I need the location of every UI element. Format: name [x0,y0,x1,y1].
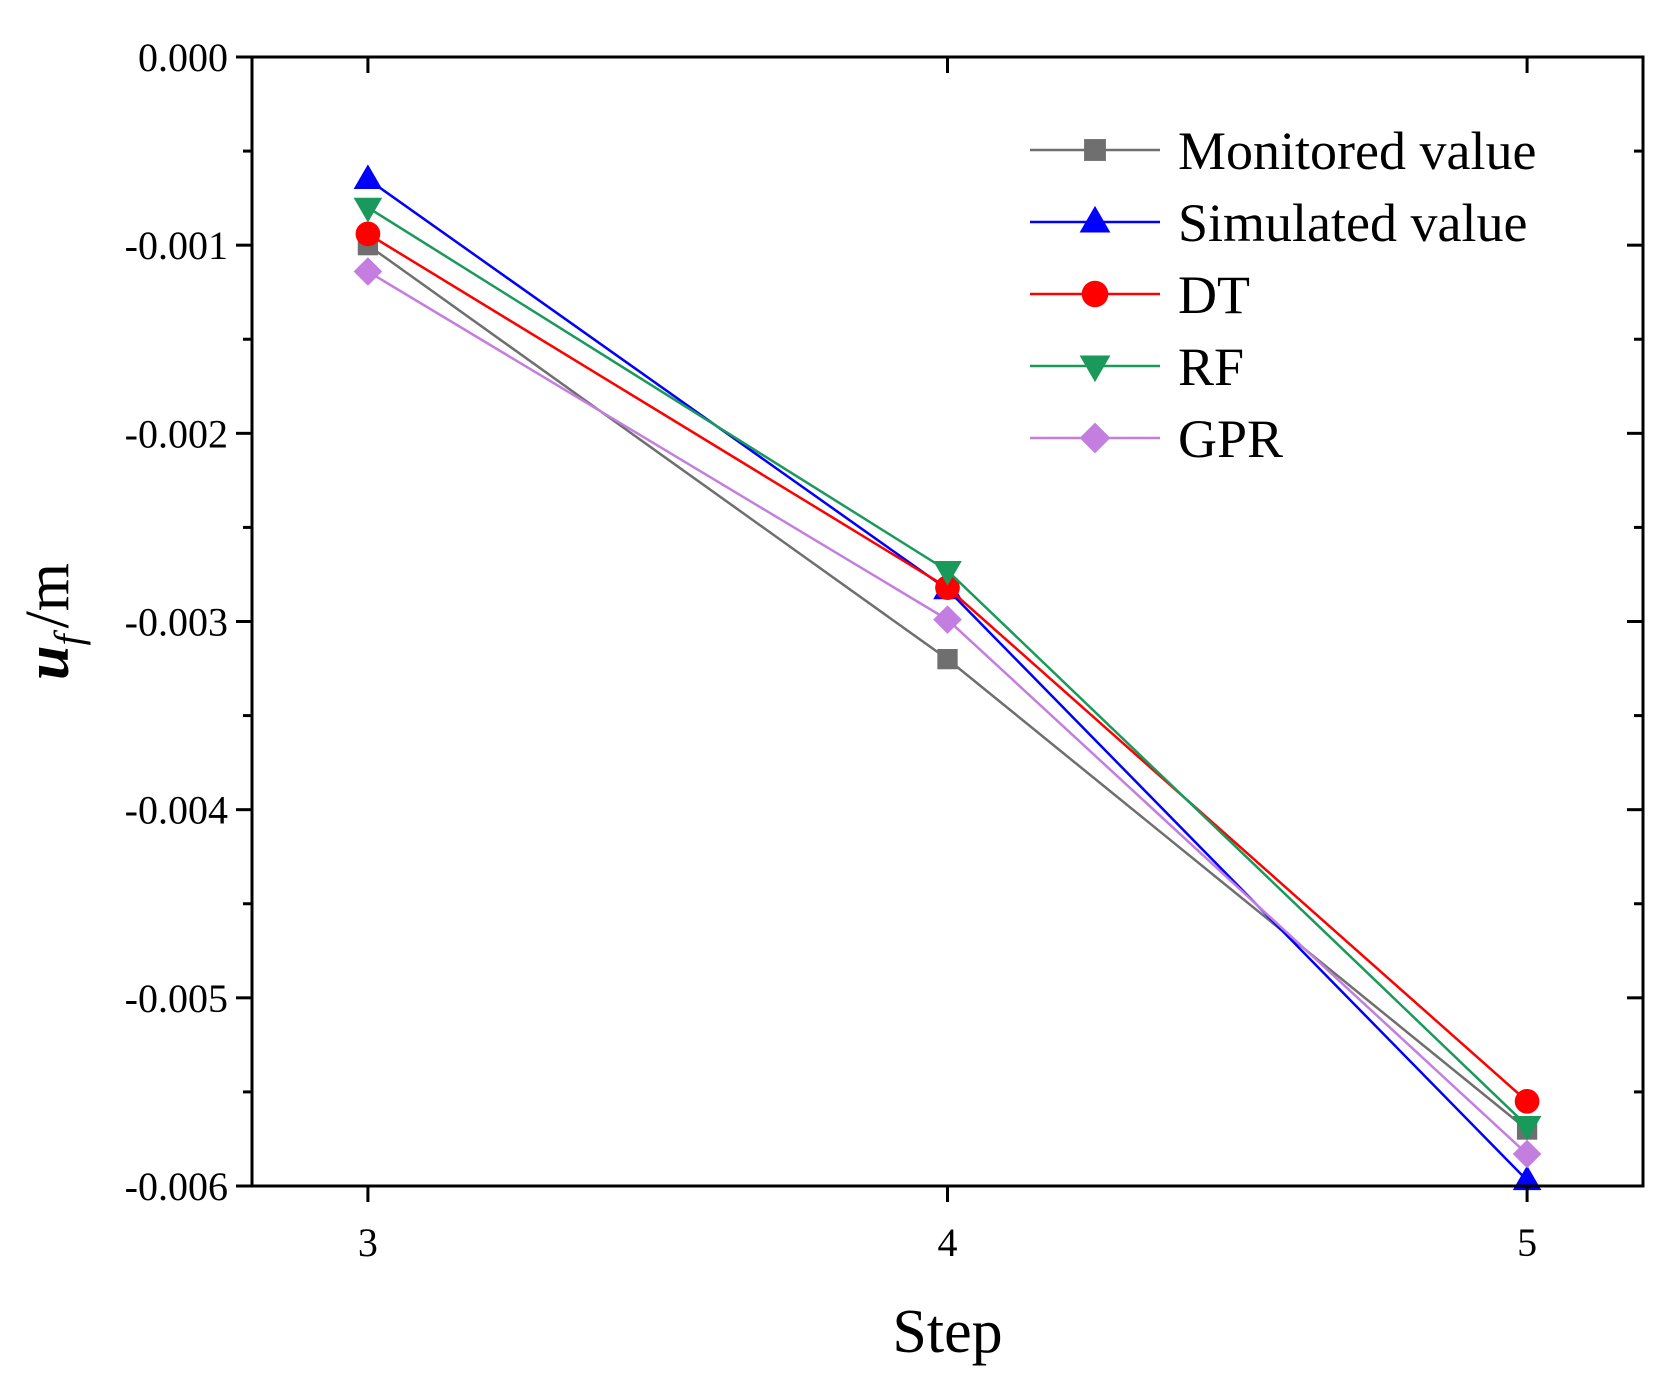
y-axis-subscript: f [46,630,91,646]
data-point [937,648,958,670]
data-point [353,164,383,190]
x-axis-title: Step [892,1298,1002,1366]
series-layer [353,164,1542,1191]
legend-label: Simulated value [1178,193,1527,253]
data-point [1512,1139,1542,1169]
data-point [933,560,962,586]
series-line [367,270,1528,1155]
series-dt [355,221,1540,1114]
y-tick-label: -0.005 [125,976,228,1021]
y-axis-unit: /m [14,563,82,628]
legend: Monitored value Simulated value DT RF GPR [1030,121,1536,469]
legend-entry: RF [1030,337,1244,397]
series-rf [353,197,1542,1141]
y-tick-label: -0.004 [125,788,228,833]
legend-entry: Simulated value [1030,193,1527,253]
x-tick-label: 4 [938,1220,958,1265]
y-tick-label: -0.006 [125,1164,228,1209]
y-axis-title: uf/m [14,563,91,680]
x-tick-label: 5 [1517,1220,1537,1265]
data-point [353,257,383,286]
y-tick-label: 0.000 [138,35,228,80]
legend-entry: Monitored value [1030,121,1536,181]
data-point [935,575,960,600]
data-point [355,221,381,247]
series-simulated-value [353,164,1542,1191]
legend-label: RF [1178,337,1244,397]
legend-label: Monitored value [1178,121,1536,181]
series-line [367,178,1528,1182]
y-tick-label: -0.003 [125,600,228,645]
series-gpr [353,257,1542,1169]
legend-label: DT [1178,265,1250,325]
legend-marker [1081,280,1109,308]
data-point [1512,1165,1542,1191]
x-tick-label: 3 [358,1220,378,1265]
data-point [1512,1116,1542,1141]
data-point [933,605,962,634]
legend-marker [1084,139,1106,161]
legend-marker [1079,205,1111,233]
data-point [353,197,383,223]
y-tick-label: -0.001 [125,223,228,268]
y-axis-symbol: u [14,646,82,680]
series-line [367,244,1528,1131]
data-point [1514,1088,1540,1114]
legend-entry: DT [1030,265,1250,325]
legend-entry: GPR [1030,409,1283,469]
y-tick-label: -0.002 [125,411,228,456]
legend-label: GPR [1178,409,1283,469]
legend-marker [1079,355,1111,383]
ticks-layer: 0.000 -0.001 -0.002 -0.003 -0.004 -0.005 -0.00… [125,35,1643,1265]
legend-marker [1079,422,1111,454]
